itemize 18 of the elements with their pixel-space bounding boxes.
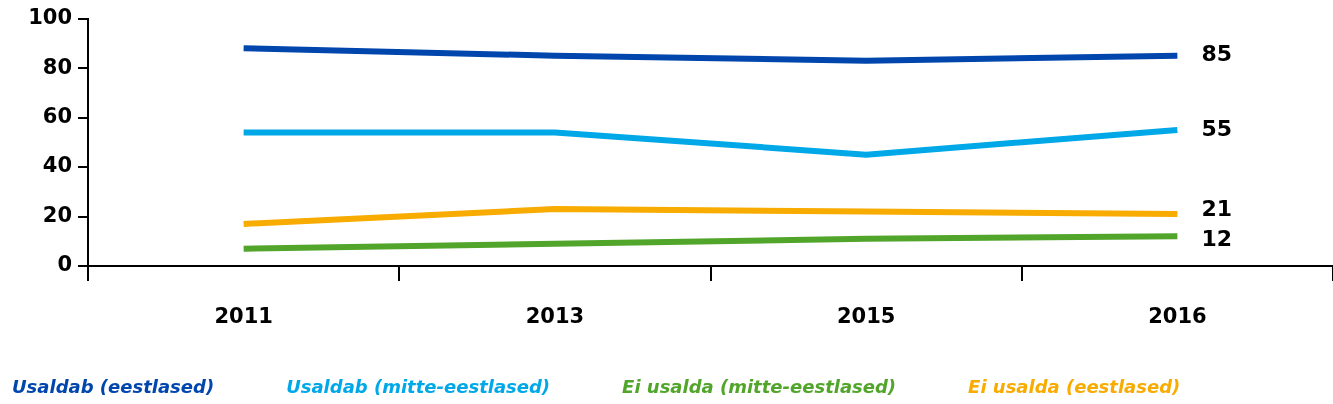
x-tick-label: 2011 [214,304,273,329]
x-tick-label: 2013 [525,304,585,329]
y-tick-label: 80 [42,54,72,79]
x-tick-label: 2015 [836,304,896,329]
text: Usaldab (eestlased) [12,375,215,398]
text: Usaldab (mitte-eestlased) [286,375,551,398]
data-label: 85 [1201,41,1232,67]
y-tick-label: 100 [28,5,72,30]
y-tick-label: 0 [57,252,72,277]
y-tick-label: 40 [42,153,72,178]
x-tick-label: 2016 [1148,304,1207,329]
text: Ei usalda (eestlased) [968,375,1181,398]
data-label: 55 [1201,115,1232,141]
data-label: 21 [1201,195,1232,221]
data-label: 12 [1201,225,1232,251]
text: Ei usalda (mitte-eestlased) [622,375,897,398]
y-tick-label: 20 [42,202,72,227]
y-tick-label: 60 [42,104,72,129]
